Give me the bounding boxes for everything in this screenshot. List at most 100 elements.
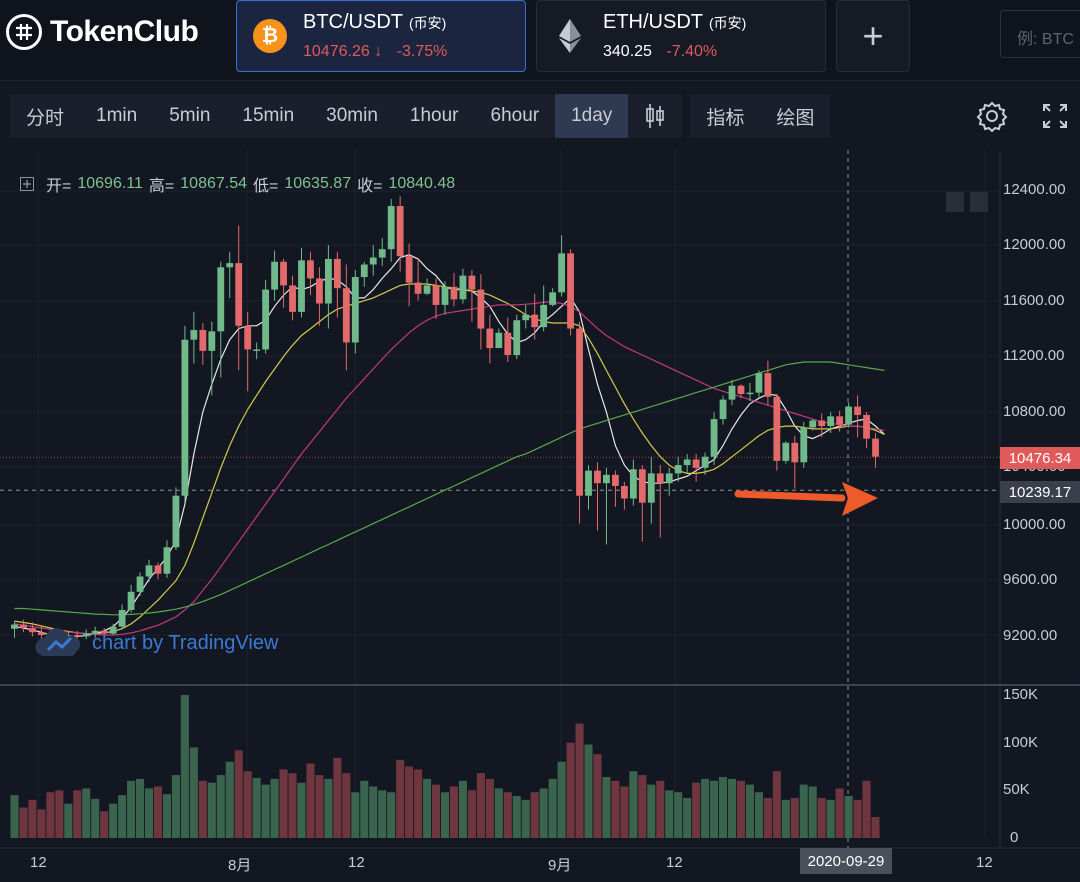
time-tick: 9月 [548, 857, 572, 874]
candle-type-button[interactable] [628, 94, 682, 138]
interval-tab[interactable]: 分时 [26, 107, 65, 129]
candle-body [351, 277, 359, 343]
volume-bar [387, 792, 396, 838]
volume-bar [315, 775, 324, 838]
candle-body [504, 332, 512, 356]
volume-bar [575, 723, 584, 838]
price-chart[interactable] [0, 150, 1080, 882]
volume-bar [360, 780, 369, 838]
time-tick: 12 [666, 854, 683, 871]
high-value: 10867.54 [180, 175, 247, 192]
interval-tab[interactable]: 30min [326, 105, 378, 126]
collapse-legend-icon[interactable] [20, 177, 34, 191]
interval-tab[interactable]: 1min [96, 105, 138, 126]
candle-body [271, 261, 278, 290]
ma-line-green [14, 361, 885, 616]
volume-bar [584, 744, 593, 838]
time-tick: 8月 [228, 857, 252, 874]
candle-body [342, 288, 350, 343]
candle-body [423, 285, 431, 294]
candle-body [208, 331, 216, 351]
volume-bar [297, 782, 306, 838]
fullscreen-button[interactable] [1042, 98, 1068, 134]
volume-bar [198, 780, 207, 838]
volume-tick: 0 [1010, 829, 1019, 846]
annotation-arrow-shaft [734, 490, 846, 502]
volume-bar [440, 792, 450, 838]
candle-body [549, 292, 557, 305]
pair-tab-btc-usdt[interactable]: ₿ BTC/USDT (币安) 10476.26 ↓ -3.75% [236, 0, 526, 72]
volume-bar [467, 790, 476, 838]
annotation-arrow-head [842, 482, 878, 516]
candle-body [486, 328, 494, 349]
volume-bar [127, 780, 136, 838]
down-arrow-icon: ↓ [374, 43, 383, 60]
volume-tick: 100K [1003, 734, 1039, 751]
interval-tab[interactable]: 6hour [490, 105, 540, 126]
candle-body [29, 628, 36, 633]
tradingview-cloud-icon [35, 628, 81, 656]
drawing-button[interactable]: 绘图 [776, 107, 815, 129]
candle-body [638, 469, 646, 503]
candle-body [235, 263, 243, 326]
volume-bar [225, 761, 234, 838]
volume-bar [162, 794, 171, 838]
volume-bar [593, 754, 602, 838]
interval-tab[interactable]: 15min [242, 105, 295, 126]
candle-body [522, 314, 530, 321]
add-pair-button[interactable]: + [836, 0, 910, 72]
candle-body [791, 442, 799, 463]
volume-bar [37, 809, 46, 838]
brand-name: TokenClub [50, 15, 199, 48]
candle-body [764, 373, 772, 397]
candle-body [674, 465, 682, 474]
volume-bar [512, 796, 521, 838]
volume-bar [808, 786, 817, 838]
ma-line-magenta [14, 301, 885, 636]
volume-bar [710, 780, 719, 838]
candle-body [414, 282, 422, 294]
volume-bar [781, 799, 790, 838]
time-tick: 12 [976, 854, 993, 871]
volume-bar [351, 792, 360, 838]
volume-bar [871, 817, 880, 838]
candle-body [253, 349, 261, 351]
candle-body [683, 459, 691, 466]
ma-line-yellow [14, 283, 885, 635]
candle-body [127, 591, 135, 610]
candle-body [360, 264, 368, 278]
volume-bar [629, 771, 638, 838]
candle-body [324, 258, 332, 304]
volume-bar [476, 773, 485, 838]
candle-body [495, 332, 503, 349]
candle-body [818, 420, 826, 427]
search-input[interactable]: 例: BTC [1000, 10, 1080, 58]
candle-body [647, 473, 655, 503]
volume-bar [844, 796, 853, 838]
volume-bar [602, 776, 611, 838]
volume-bar [342, 773, 351, 838]
candle-body [145, 565, 153, 577]
volume-bar [656, 780, 665, 838]
volume-bar [826, 799, 835, 838]
volume-bar [109, 803, 118, 838]
candle-body [280, 261, 287, 286]
scroll-down-button [946, 192, 964, 212]
ethereum-icon [553, 19, 587, 53]
low-value: 10635.87 [284, 175, 352, 192]
indicators-button[interactable]: 指标 [706, 107, 745, 129]
price-tick: 9600.00 [1003, 571, 1058, 588]
volume-bar [378, 790, 387, 838]
candle-body [665, 473, 673, 484]
candle-body [307, 260, 314, 279]
volume-bar [55, 790, 64, 838]
interval-tab[interactable]: 5min [169, 105, 211, 126]
pair-tab-eth-usdt[interactable]: ETH/USDT (币安) 340.25 -7.40% [536, 0, 826, 72]
settings-button[interactable] [976, 98, 1008, 134]
volume-bar [754, 792, 763, 838]
pair-change: -3.75% [396, 43, 448, 60]
volume-bar [485, 778, 494, 838]
interval-tab-selected[interactable]: 1day [555, 94, 629, 138]
brand-logo[interactable]: TokenClub [6, 14, 199, 50]
interval-tab[interactable]: 1hour [409, 105, 459, 126]
